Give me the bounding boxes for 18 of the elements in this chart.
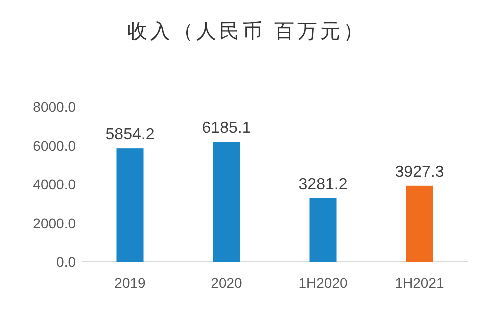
y-tick-label: 4000.0: [33, 176, 76, 192]
bar: [310, 198, 337, 262]
x-tick-label: 2020: [211, 275, 243, 291]
y-tick-label: 0.0: [56, 254, 76, 270]
x-tick-label: 2019: [114, 275, 146, 291]
bar: [116, 148, 144, 262]
y-tick-label: 6000.0: [33, 138, 76, 154]
bar: [213, 142, 240, 262]
data-label: 6185.1: [202, 120, 252, 138]
y-tick-label: 2000.0: [33, 215, 76, 232]
x-tick-label: 1H2021: [395, 275, 444, 291]
x-tick-label: 1H2020: [298, 275, 348, 291]
data-label: 3927.3: [395, 164, 444, 181]
chart-title: 收入（人民币 百万元）: [127, 19, 367, 43]
data-label: 3281.2: [298, 176, 348, 194]
bar: [406, 186, 434, 262]
data-label: 5854.2: [106, 126, 155, 144]
y-tick-label: 8000.0: [33, 99, 76, 115]
